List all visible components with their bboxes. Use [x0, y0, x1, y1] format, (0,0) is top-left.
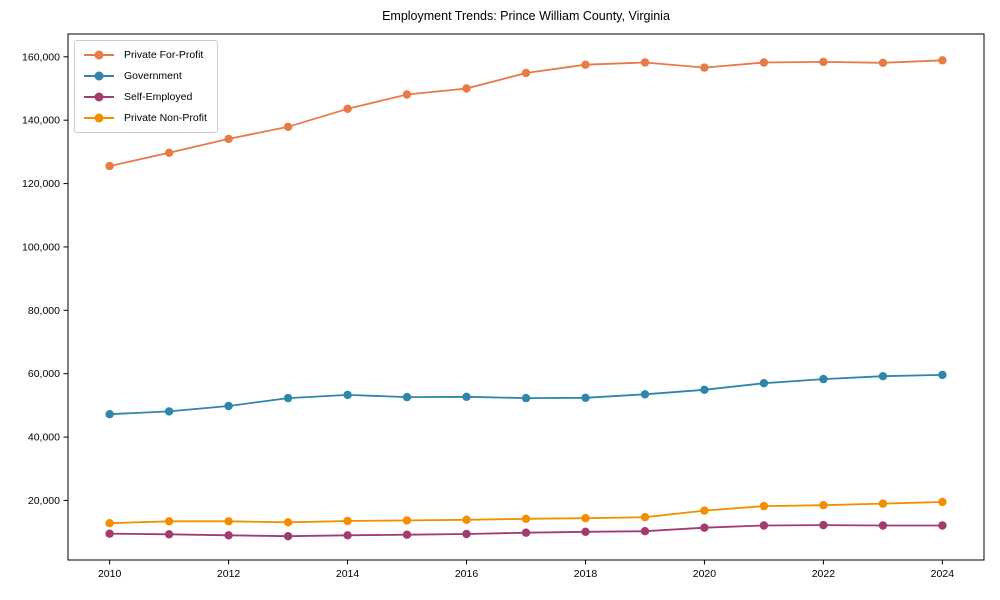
data-point-marker [581, 393, 590, 402]
data-point-marker [581, 60, 590, 69]
legend-label: Government [124, 70, 182, 82]
data-point-marker [343, 531, 352, 540]
data-point-marker [283, 393, 293, 403]
data-point-marker [700, 63, 709, 72]
data-point-marker [819, 520, 828, 530]
x-tick-label: 2018 [574, 568, 598, 580]
data-point-marker [402, 516, 412, 525]
x-tick-label: 2014 [336, 568, 360, 580]
x-tick-label: 2010 [98, 568, 122, 580]
data-point-marker [878, 499, 888, 508]
legend: Private For-Profit Government Self-Employe… [74, 40, 218, 133]
data-point-marker [283, 518, 293, 527]
y-tick-label: 80,000 [28, 305, 60, 317]
chart-title: Employment Trends: Prince William County… [382, 9, 670, 23]
x-tick-label: 2016 [455, 568, 479, 580]
data-point-marker [224, 401, 233, 411]
data-point-marker [819, 57, 828, 67]
data-point-marker [462, 392, 471, 401]
data-point-marker [164, 148, 174, 157]
data-point-marker [164, 530, 174, 539]
y-tick-label: 60,000 [28, 368, 60, 380]
data-point-marker [521, 68, 531, 78]
legend-item-private-for-profit: Private For-Profit [84, 48, 207, 62]
legend-label: Private For-Profit [124, 49, 204, 61]
x-tick-label: 2024 [931, 568, 955, 580]
y-tick-label: 160,000 [22, 51, 60, 63]
legend-line-marker-icon [84, 95, 114, 99]
data-point-marker [224, 531, 233, 540]
legend-label: Self-Employed [124, 91, 193, 103]
data-point-marker [938, 497, 947, 507]
data-point-marker [938, 56, 947, 65]
data-point-marker [105, 519, 114, 528]
data-point-marker [759, 501, 769, 511]
data-point-marker [819, 501, 828, 510]
x-tick-label: 2022 [812, 568, 836, 580]
data-point-marker [700, 385, 709, 394]
data-point-marker [700, 506, 709, 515]
data-point-marker [402, 90, 412, 99]
data-point-marker [640, 527, 650, 536]
data-point-marker [938, 521, 947, 530]
legend-item-self-employed: Self-Employed [84, 90, 207, 104]
data-point-marker [462, 515, 471, 524]
data-point-marker [105, 161, 114, 171]
data-point-marker [819, 374, 828, 384]
data-point-marker [759, 379, 769, 388]
data-point-marker [640, 58, 650, 67]
data-point-marker [343, 516, 352, 526]
data-point-marker [283, 122, 293, 131]
legend-item-government: Government [84, 69, 207, 83]
data-point-marker [224, 134, 233, 144]
data-point-marker [164, 517, 174, 526]
data-point-marker [581, 514, 590, 523]
data-point-marker [640, 390, 650, 399]
data-point-marker [105, 529, 114, 538]
y-tick-label: 140,000 [22, 115, 60, 127]
data-point-marker [224, 517, 233, 526]
data-point-marker [938, 370, 947, 380]
data-point-marker [878, 58, 888, 67]
data-point-marker [283, 532, 293, 541]
plot-frame [67, 33, 985, 561]
data-point-marker [700, 523, 709, 532]
data-point-marker [343, 104, 352, 114]
legend-item-private-non-profit: Private Non-Profit [84, 111, 207, 125]
data-point-marker [759, 521, 769, 530]
data-point-marker [521, 514, 531, 523]
data-point-marker [581, 527, 590, 536]
data-point-marker [462, 84, 471, 93]
data-point-marker [521, 528, 531, 537]
data-point-marker [343, 390, 352, 400]
y-tick-label: 20,000 [28, 495, 60, 507]
legend-line-marker-icon [84, 74, 114, 78]
data-point-marker [640, 513, 650, 522]
data-point-marker [462, 529, 471, 539]
legend-line-marker-icon [84, 53, 114, 57]
data-point-marker [759, 58, 769, 67]
data-point-marker [402, 392, 412, 402]
data-point-marker [878, 521, 888, 530]
x-tick-label: 2020 [693, 568, 717, 580]
y-tick-label: 40,000 [28, 432, 60, 444]
data-point-marker [105, 410, 114, 419]
legend-label: Private Non-Profit [124, 112, 207, 124]
data-point-marker [164, 407, 174, 416]
y-tick-label: 120,000 [22, 178, 60, 190]
legend-line-marker-icon [84, 116, 114, 120]
data-point-marker [521, 393, 531, 403]
y-tick-label: 100,000 [22, 241, 60, 253]
x-tick-label: 2012 [217, 568, 241, 580]
data-point-marker [402, 530, 412, 539]
data-point-marker [878, 372, 888, 381]
